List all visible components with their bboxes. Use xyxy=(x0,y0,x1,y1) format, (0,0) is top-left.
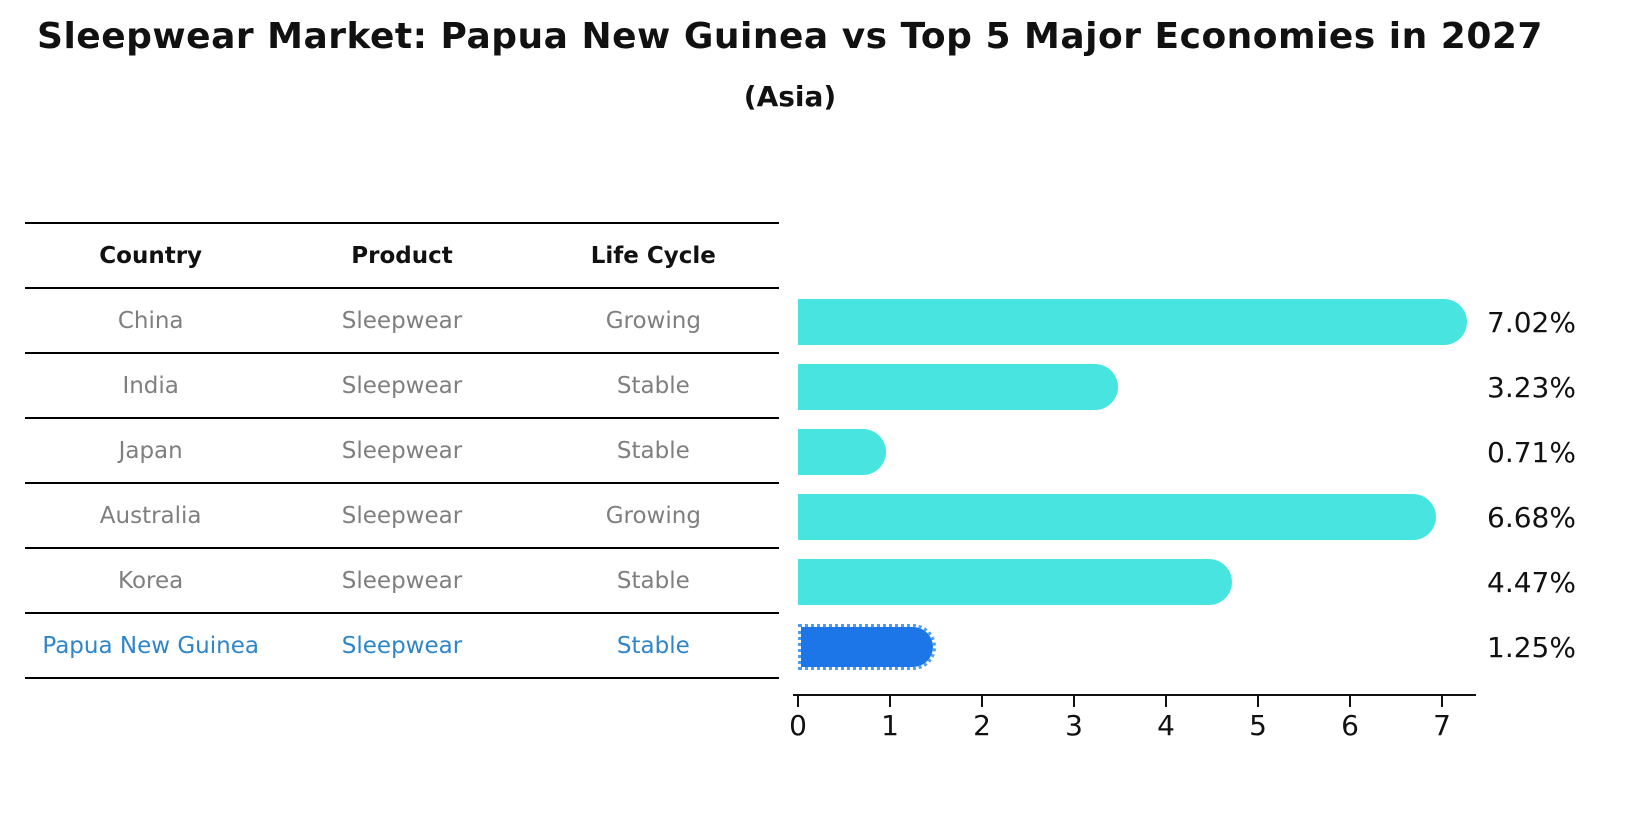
bar-korea xyxy=(798,559,1233,605)
column-header-product: Product xyxy=(351,242,453,269)
x-tick-label-2: 2 xyxy=(973,709,991,742)
table-header-row: Country Product Life Cycle xyxy=(25,222,779,289)
x-axis xyxy=(793,694,1476,696)
value-label-china: 7.02% xyxy=(1487,306,1576,339)
value-label-korea: 4.47% xyxy=(1487,566,1576,599)
cell-country: China xyxy=(117,307,184,334)
cell-country: Papua New Guinea xyxy=(42,632,259,659)
value-label-australia: 6.68% xyxy=(1487,501,1576,534)
bar-china xyxy=(798,299,1467,345)
column-header-lifecycle: Life Cycle xyxy=(590,242,716,269)
value-label-india: 3.23% xyxy=(1487,371,1576,404)
cell-lifecycle: Growing xyxy=(605,307,701,334)
table-row-korea: Korea Sleepwear Stable xyxy=(25,549,779,614)
x-tick-mark-6 xyxy=(1349,696,1351,707)
x-tick-mark-7 xyxy=(1441,696,1443,707)
x-tick-label-6: 6 xyxy=(1341,709,1359,742)
x-tick-mark-0 xyxy=(797,696,799,707)
x-tick-mark-3 xyxy=(1073,696,1075,707)
cell-lifecycle: Stable xyxy=(616,372,690,399)
table-body: China Sleepwear Growing India Sleepwear Stabl… xyxy=(25,289,779,679)
x-tick-label-5: 5 xyxy=(1249,709,1267,742)
table-row-australia: Australia Sleepwear Growing xyxy=(25,484,779,549)
table-row-china: China Sleepwear Growing xyxy=(25,289,779,354)
cell-country: Australia xyxy=(99,502,202,529)
bar-papua-new-guinea xyxy=(798,624,936,670)
bar-australia xyxy=(798,494,1436,540)
column-header-country: Country xyxy=(99,242,203,269)
cell-product: Sleepwear xyxy=(341,437,463,464)
bar-japan xyxy=(798,429,887,475)
cell-lifecycle: Growing xyxy=(605,502,701,529)
cell-lifecycle: Stable xyxy=(616,437,690,464)
x-tick-label-4: 4 xyxy=(1157,709,1175,742)
value-label-japan: 0.71% xyxy=(1487,436,1576,469)
country-table: Country Product Life Cycle China Sleepwea… xyxy=(25,222,779,679)
x-tick-label-7: 7 xyxy=(1433,709,1451,742)
x-tick-label-3: 3 xyxy=(1065,709,1083,742)
cell-product: Sleepwear xyxy=(341,307,463,334)
cell-lifecycle: Stable xyxy=(616,632,690,659)
x-tick-label-0: 0 xyxy=(789,709,807,742)
cell-product: Sleepwear xyxy=(341,567,463,594)
chart-title: Sleepwear Market: Papua New Guinea vs To… xyxy=(37,16,1543,57)
cell-product: Sleepwear xyxy=(341,502,463,529)
table-row-japan: Japan Sleepwear Stable xyxy=(25,419,779,484)
cell-country: Japan xyxy=(118,437,183,464)
table-row-india: India Sleepwear Stable xyxy=(25,354,779,419)
x-tick-mark-1 xyxy=(889,696,891,707)
table-row-papua-new-guinea: Papua New Guinea Sleepwear Stable xyxy=(25,614,779,679)
cell-lifecycle: Stable xyxy=(616,567,690,594)
chart-subtitle: (Asia) xyxy=(743,80,837,113)
value-label-papua-new-guinea: 1.25% xyxy=(1487,631,1576,664)
cell-product: Sleepwear xyxy=(341,632,463,659)
bar-india xyxy=(798,364,1119,410)
cell-product: Sleepwear xyxy=(341,372,463,399)
x-tick-mark-2 xyxy=(981,696,983,707)
cell-country: India xyxy=(122,372,179,399)
x-tick-mark-4 xyxy=(1165,696,1167,707)
x-tick-label-1: 1 xyxy=(881,709,899,742)
cell-country: Korea xyxy=(118,567,184,594)
x-tick-mark-5 xyxy=(1257,696,1259,707)
